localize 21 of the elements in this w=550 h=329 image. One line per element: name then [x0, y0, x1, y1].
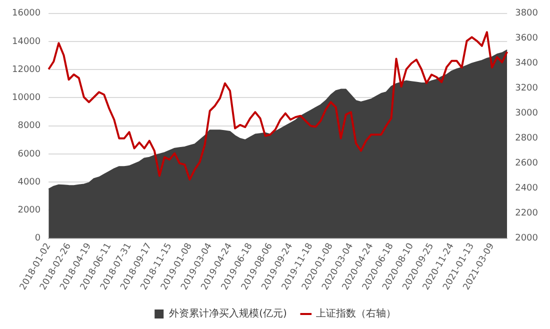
y2-tick-label: 2800	[515, 134, 538, 144]
y2-tick-label: 2400	[515, 184, 538, 194]
y2-tick-label: 3200	[515, 84, 538, 94]
y2-tick-label: 3000	[515, 108, 538, 119]
y-tick-label: 10000	[12, 93, 41, 104]
y-tick-label: 12000	[12, 64, 41, 75]
y-tick-label: 4000	[18, 177, 41, 188]
y2-tick-label: 2200	[515, 208, 538, 219]
y2-tick-label: 2600	[515, 158, 538, 169]
y2-tick-label: 3800	[515, 8, 538, 19]
y2-tick-label: 3600	[515, 34, 538, 44]
y2-tick-label: 3400	[515, 58, 538, 69]
legend-label: 上证指数（右轴）	[316, 308, 396, 320]
legend-label: 外资累计净买入规模(亿元)	[169, 308, 287, 320]
y-tick-label: 0	[34, 234, 41, 244]
y-tick-label: 2000	[18, 206, 41, 216]
y-tick-label: 16000	[12, 8, 41, 19]
y-tick-label: 8000	[18, 121, 41, 132]
y-tick-label: 6000	[18, 149, 41, 160]
y2-tick-label: 2000	[515, 234, 538, 244]
y-tick-label: 14000	[12, 36, 41, 47]
